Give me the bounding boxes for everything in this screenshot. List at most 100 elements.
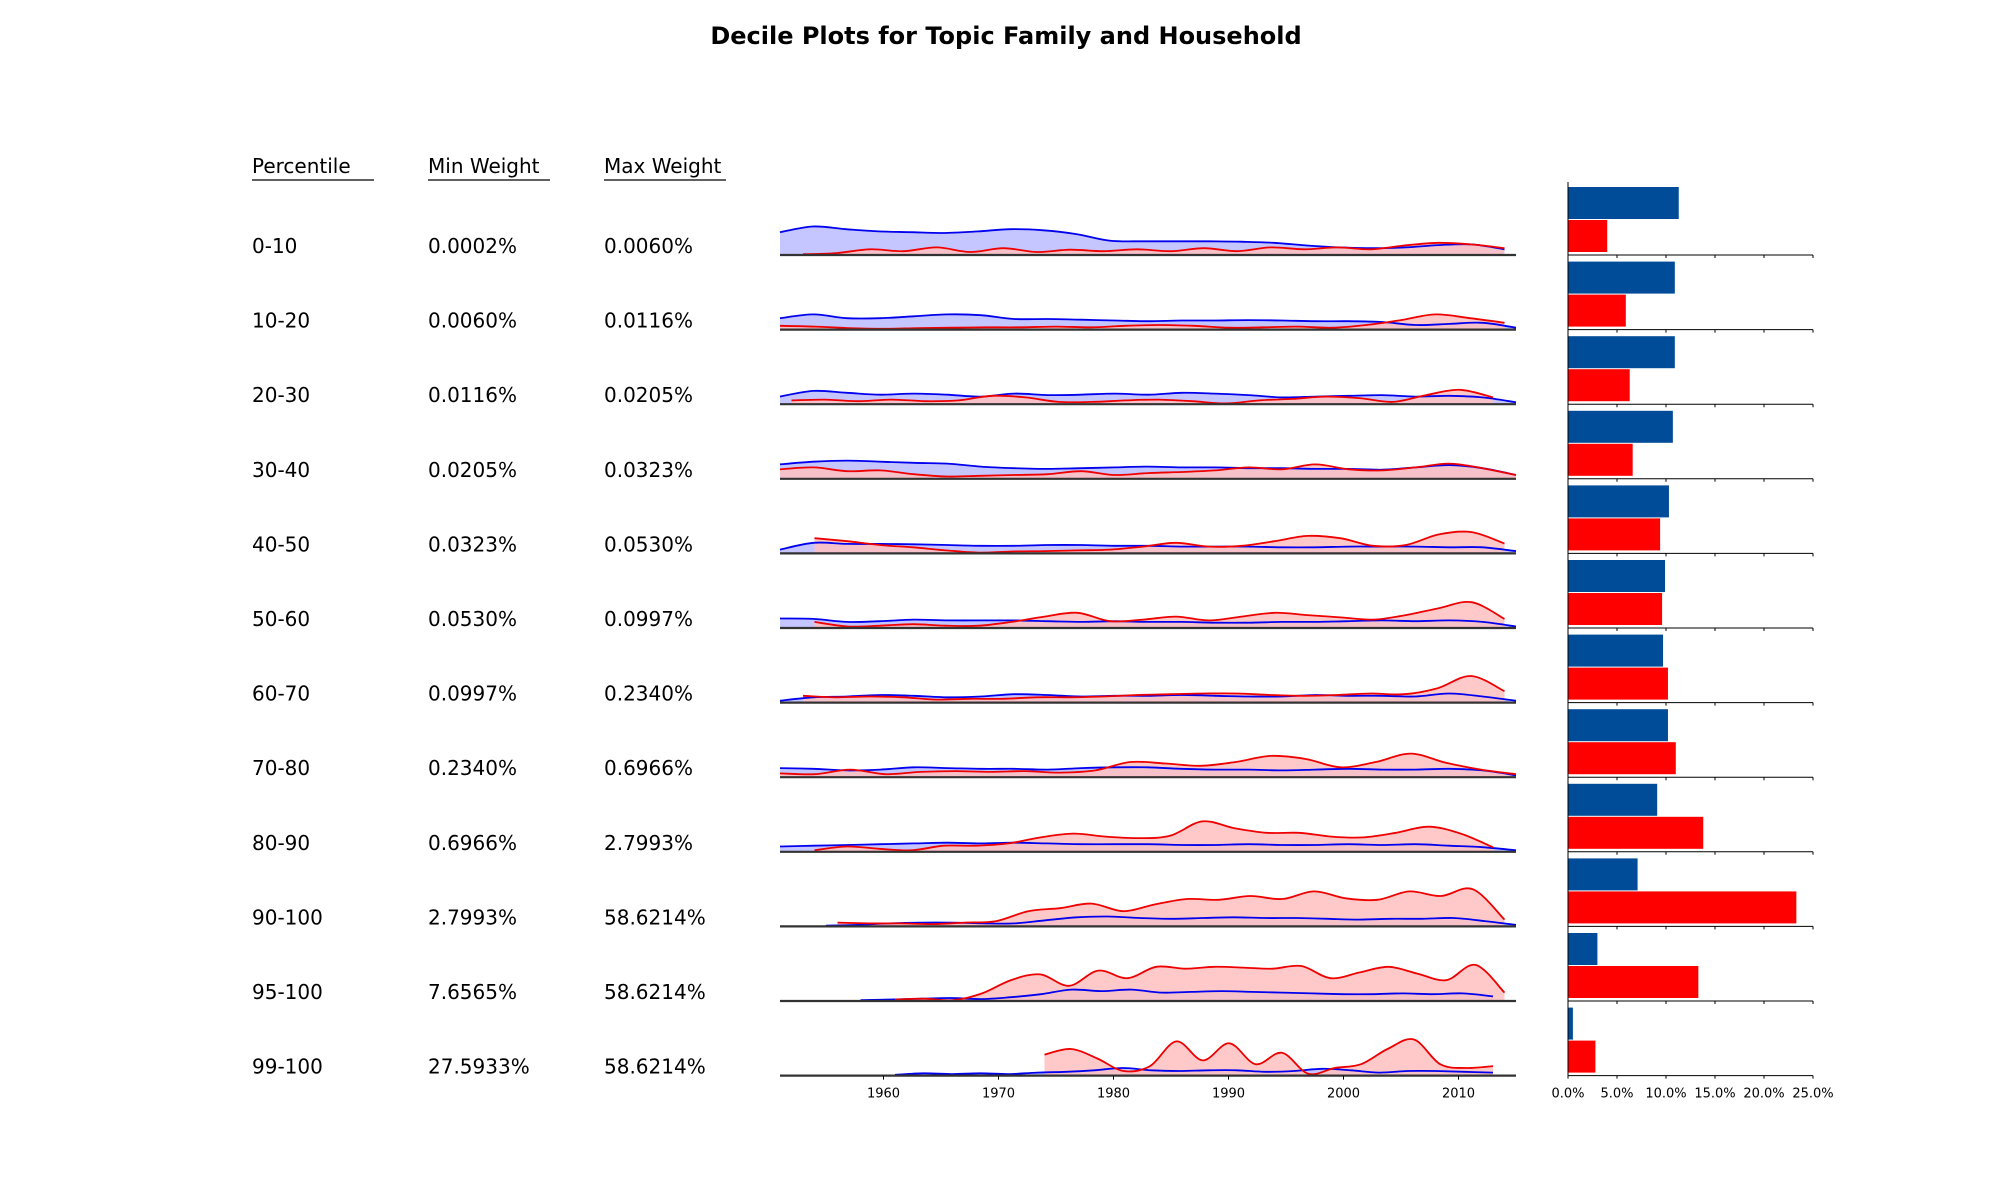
blue-bar [1568, 634, 1664, 667]
min-weight-value: 2.7993% [428, 905, 517, 929]
blue-bar [1568, 933, 1598, 965]
blue-density-line [779, 841, 1517, 852]
blue-bar [1568, 560, 1666, 592]
red-bar [1568, 443, 1633, 476]
percent-tick-label: 10.0% [1645, 1087, 1686, 1102]
red-density-line [802, 241, 1505, 256]
blue-density-line [894, 1067, 1494, 1076]
percentile-label: 90-100 [252, 905, 323, 929]
min-weight-value: 7.6565% [428, 980, 517, 1004]
min-weight-value: 0.2340% [428, 756, 517, 780]
percentile-label: 50-60 [252, 607, 310, 631]
decile-row: 99-100 27.5933% 58.6214% [252, 1002, 1814, 1079]
max-weight-value: 58.6214% [604, 905, 706, 929]
max-weight-value: 0.2340% [604, 682, 693, 706]
red-bar [1568, 667, 1668, 700]
red-density-line [779, 752, 1517, 776]
header-min-weight: Min Weight [428, 154, 540, 178]
blue-bar [1568, 485, 1669, 518]
max-weight-value: 0.0997% [604, 607, 693, 631]
blue-bar [1568, 1007, 1573, 1040]
min-weight-value: 0.6966% [428, 831, 517, 855]
percentile-label: 30-40 [252, 458, 310, 482]
red-bar [1568, 966, 1699, 998]
blue-density-line [825, 915, 1517, 927]
percentile-label: 70-80 [252, 756, 310, 780]
red-density-line [814, 820, 1494, 852]
percentile-label: 80-90 [252, 831, 310, 855]
percentile-label: 60-70 [252, 682, 310, 706]
min-weight-value: 0.0997% [428, 682, 517, 706]
red-bar [1568, 369, 1630, 402]
decile-row: 95-100 7.6565% 58.6214% [252, 928, 1814, 1004]
percentile-label: 10-20 [252, 309, 310, 333]
max-weight-value: 58.6214% [604, 980, 706, 1004]
max-weight-value: 0.0116% [604, 309, 693, 333]
max-weight-value: 2.7993% [604, 831, 693, 855]
blue-bar [1568, 336, 1675, 369]
max-weight-value: 0.0323% [604, 458, 693, 482]
decile-row: 60-70 0.0997% 0.2340% [252, 629, 1814, 706]
red-density-fill [803, 675, 1505, 703]
red-density-line [814, 530, 1505, 554]
percentile-label: 99-100 [252, 1055, 323, 1079]
red-density-fill [791, 389, 1493, 405]
blue-bar [1568, 709, 1668, 742]
red-bar [1568, 220, 1608, 252]
percent-tick-label: 20.0% [1743, 1087, 1784, 1102]
year-tick-label: 2010 [1442, 1087, 1475, 1102]
red-density-fill [780, 314, 1505, 330]
max-weight-value: 0.0060% [604, 234, 693, 258]
percentile-label: 0-10 [252, 234, 297, 258]
decile-row: 80-90 0.6966% 2.7993% [252, 778, 1814, 855]
red-bar [1568, 816, 1704, 849]
year-tick-label: 1980 [1097, 1087, 1130, 1102]
red-density-line [779, 462, 1517, 478]
year-tick-label: 2000 [1327, 1087, 1360, 1102]
blue-density-line [779, 617, 1517, 628]
blue-bar [1568, 410, 1673, 443]
red-density-line [802, 675, 1505, 701]
chart-title: Decile Plots for Topic Family and Househ… [710, 22, 1301, 50]
min-weight-value: 0.0530% [428, 607, 517, 631]
min-weight-value: 0.0116% [428, 383, 517, 407]
blue-density-line [779, 313, 1517, 329]
percentile-label: 40-50 [252, 532, 310, 556]
min-weight-value: 0.0060% [428, 309, 517, 333]
max-weight-value: 58.6214% [604, 1055, 706, 1079]
red-density-line [837, 887, 1506, 926]
red-density-fill [895, 964, 1505, 1001]
red-density-line [1044, 1038, 1494, 1076]
decile-row: 40-50 0.0323% 0.0530% [252, 480, 1814, 557]
red-bar [1568, 891, 1797, 924]
year-tick-label: 1960 [867, 1087, 900, 1102]
header-percentile: Percentile [252, 154, 351, 178]
red-bar [1568, 742, 1676, 775]
decile-row: 20-30 0.0116% 0.0205% [252, 331, 1814, 408]
header-max-weight: Max Weight [604, 154, 722, 178]
max-weight-value: 0.6966% [604, 756, 693, 780]
year-tick-label: 1970 [982, 1087, 1015, 1102]
min-weight-value: 0.0002% [428, 234, 517, 258]
decile-row: 30-40 0.0205% 0.0323% [252, 405, 1814, 482]
red-density-line [791, 388, 1494, 405]
blue-bar [1568, 261, 1675, 294]
decile-row: 0-10 0.0002% 0.0060% [252, 182, 1814, 258]
blue-bar [1568, 858, 1638, 891]
blue-density-line [779, 389, 1517, 404]
blue-bar [1568, 783, 1658, 816]
percent-tick-label: 5.0% [1600, 1087, 1633, 1102]
min-weight-value: 27.5933% [428, 1055, 530, 1079]
axes-layer: 1960 1970 1980 1990 2000 2010 0.0% 5.0% 10.0% 15.… [867, 1075, 1834, 1102]
percent-tick-label: 0.0% [1551, 1087, 1584, 1102]
red-density-fill [1044, 1039, 1493, 1076]
red-bar [1568, 294, 1626, 327]
max-weight-value: 0.0530% [604, 532, 693, 556]
max-weight-value: 0.0205% [604, 383, 693, 407]
blue-bar [1568, 187, 1679, 219]
decile-row: 10-20 0.0060% 0.0116% [252, 256, 1814, 333]
decile-row: 70-80 0.2340% 0.6966% [252, 704, 1814, 781]
blue-density-line [779, 692, 1517, 702]
red-density-fill [837, 888, 1505, 927]
red-bar [1568, 593, 1663, 625]
